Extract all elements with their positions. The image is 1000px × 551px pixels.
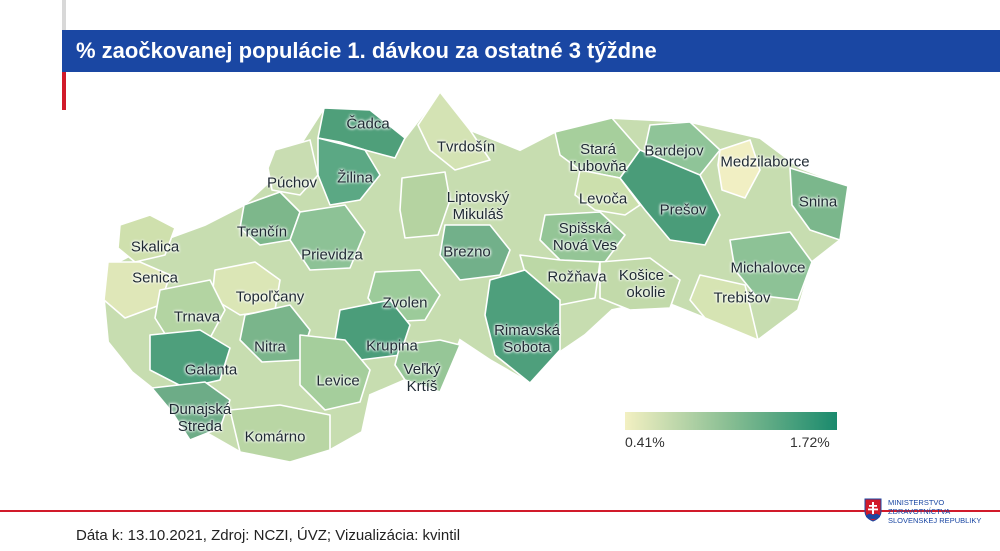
left-rule-decoration — [62, 0, 66, 30]
red-accent-decoration — [62, 72, 66, 110]
district-region — [394, 339, 461, 393]
district-region — [289, 204, 366, 271]
district-region — [267, 139, 319, 196]
district-label: Snina — [798, 193, 838, 211]
ministry-line-2: ZDRAVOTNÍCTVA — [888, 507, 951, 516]
ministry-logo: MINISTERSTVO ZDRAVOTNÍCTVA SLOVENSKEJ RE… — [864, 496, 994, 530]
source-footnote: Dáta k: 13.10.2021, Zdroj: NCZI, ÚVZ; Vi… — [76, 527, 461, 544]
district-region — [417, 91, 491, 171]
slovakia-district-map: Čadca Tvrdošín Stará Ľubovňa Bardejov Me… — [0, 72, 1000, 502]
district-region — [399, 171, 451, 239]
slovak-coat-of-arms-icon — [864, 498, 882, 522]
legend-max-label: 1.72% — [790, 434, 830, 450]
district-label: Prešov — [659, 201, 707, 219]
district-label: Levice — [316, 372, 360, 390]
district-label: Spišská Nová Ves — [552, 220, 618, 254]
ministry-line-1: MINISTERSTVO — [888, 498, 945, 507]
district-label: Krupina — [366, 337, 418, 355]
district-label: Košice - okolie — [618, 267, 674, 301]
district-region — [151, 381, 231, 441]
district-label: Bardejov — [644, 142, 704, 160]
district-label: Galanta — [184, 361, 238, 379]
district-region — [689, 274, 759, 341]
district-region — [619, 149, 721, 246]
district-label: Čadca — [346, 115, 390, 133]
district-label: Nitra — [254, 338, 286, 356]
district-label: Trebišov — [713, 289, 771, 307]
district-label: Trnava — [173, 308, 221, 326]
district-region — [299, 334, 371, 411]
district-label: Púchov — [266, 174, 318, 192]
district-label: Rimavská Sobota — [494, 322, 560, 356]
district-label: Prievidza — [301, 246, 363, 264]
district-region — [439, 224, 511, 281]
district-region — [717, 139, 761, 199]
district-label: Zvolen — [382, 294, 428, 312]
district-region — [729, 231, 813, 301]
district-label: Senica — [132, 269, 178, 287]
district-label: Žilina — [337, 169, 373, 187]
district-label: Dunajská Streda — [168, 401, 232, 435]
district-label: Tvrdošín — [436, 138, 496, 156]
district-region — [484, 269, 561, 384]
district-region — [789, 167, 849, 241]
district-region — [117, 214, 176, 263]
district-region — [149, 329, 231, 389]
district-label: Skalica — [130, 238, 180, 256]
district-region — [599, 257, 681, 311]
district-label: Brezno — [443, 243, 491, 261]
district-label: Topoľčany — [235, 288, 305, 306]
district-label: Komárno — [244, 428, 306, 446]
ministry-name: MINISTERSTVO ZDRAVOTNÍCTVA SLOVENSKEJ RE… — [888, 498, 981, 525]
ministry-line-3: SLOVENSKEJ REPUBLIKY — [888, 516, 982, 525]
district-label: Liptovský Mikuláš — [446, 189, 510, 223]
district-region — [317, 137, 381, 206]
legend-gradient-bar — [625, 412, 837, 430]
district-label: Rožňava — [547, 268, 607, 286]
footer-divider — [0, 510, 1000, 512]
district-label: Veľký Krtíš — [403, 361, 441, 395]
map-svg — [102, 90, 850, 464]
district-label: Stará Ľubovňa — [569, 141, 627, 175]
district-label: Medzilaborce — [720, 153, 810, 171]
district-label: Michalovce — [730, 259, 806, 277]
district-label: Levoča — [578, 190, 628, 208]
district-label: Trenčín — [236, 223, 288, 241]
district-region — [229, 404, 331, 463]
legend-min-label: 0.41% — [625, 434, 665, 450]
page-title: % zaočkovanej populácie 1. dávkou za ost… — [62, 30, 1000, 72]
